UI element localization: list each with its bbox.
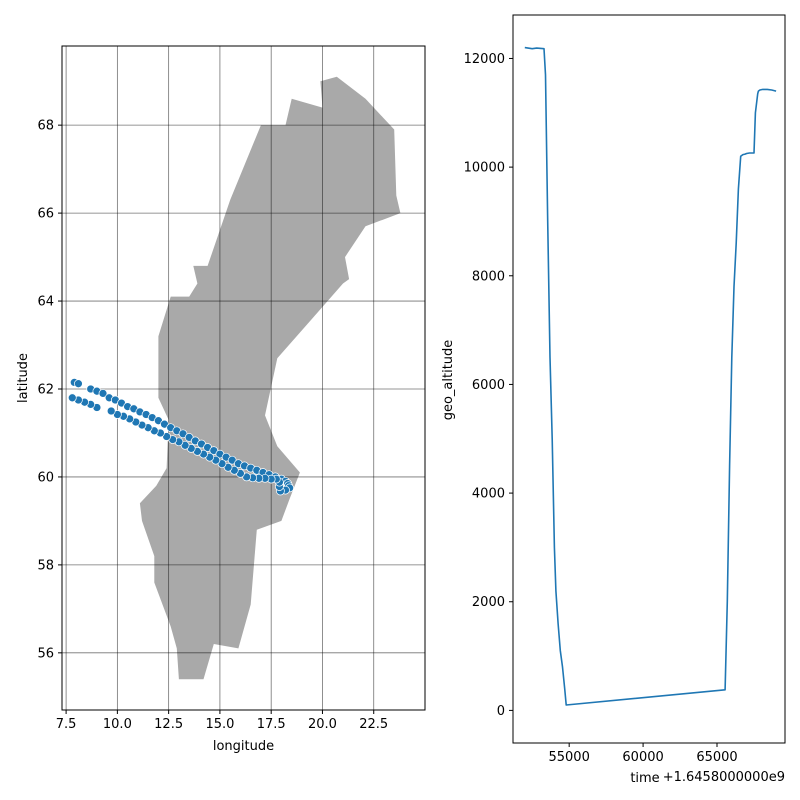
map-x-tick-label: 22.5 (359, 717, 388, 732)
map-y-tick-label: 66 (37, 207, 54, 222)
map-y-axis-label: latitude (16, 353, 31, 403)
map-y-tick-label: 58 (37, 558, 54, 573)
altitude-x-tick-label: 65000 (696, 750, 737, 765)
altitude-x-axis-label: time (630, 771, 659, 786)
altitude-y-tick-label: 2000 (472, 595, 505, 610)
altitude-y-axis-label: geo_altitude (441, 340, 456, 421)
map-y-tick-label: 64 (37, 295, 54, 310)
flight-point (106, 406, 116, 416)
map-subplot: 7.5 10.0 12.5 15.0 17.5 20.0 22.5 56 58 60 62 64 66 6… (16, 45, 426, 754)
altitude-line (524, 46, 777, 706)
map-y-tick-label: 56 (37, 646, 54, 661)
altitude-x-offset-label: +1.6458000000e9 (663, 770, 785, 785)
altitude-ticks: 55000 60000 65000 0 2000 4000 6000 8000 10000 120… (464, 52, 738, 765)
altitude-subplot: 55000 60000 65000 0 2000 4000 6000 8000 10000 120… (441, 14, 786, 786)
altitude-series-line (524, 46, 777, 706)
map-x-tick-label: 7.5 (56, 717, 77, 732)
flight-points (67, 378, 294, 496)
map-x-tick-label: 20.0 (308, 717, 337, 732)
map-x-tick-label: 10.0 (103, 717, 132, 732)
altitude-y-tick-label: 10000 (464, 161, 505, 176)
land-area (139, 76, 401, 680)
map-ticks: 7.5 10.0 12.5 15.0 17.5 20.0 22.5 56 58 60 62 64 66 6… (37, 119, 388, 732)
sweden-land-polygon (139, 76, 401, 680)
flight-point (98, 389, 108, 398)
altitude-y-tick-label: 12000 (464, 52, 505, 67)
altitude-y-tick-label: 4000 (472, 487, 505, 502)
altitude-y-tick-label: 6000 (472, 378, 505, 393)
map-y-tick-label: 62 (37, 382, 54, 397)
altitude-axes-frame (512, 14, 786, 744)
map-axes-frame (61, 45, 426, 711)
altitude-y-tick-label: 0 (497, 704, 505, 719)
map-x-tick-label: 17.5 (257, 717, 286, 732)
map-x-axis-label: longitude (213, 739, 274, 754)
map-x-tick-label: 12.5 (154, 717, 183, 732)
flight-point (74, 379, 83, 389)
map-y-tick-label: 60 (37, 470, 54, 485)
altitude-y-tick-label: 8000 (472, 269, 505, 284)
altitude-x-tick-label: 55000 (548, 750, 589, 765)
map-y-tick-label: 68 (37, 119, 54, 134)
flight-point (67, 393, 77, 403)
map-x-tick-label: 15.0 (205, 717, 234, 732)
altitude-x-tick-label: 60000 (622, 750, 663, 765)
